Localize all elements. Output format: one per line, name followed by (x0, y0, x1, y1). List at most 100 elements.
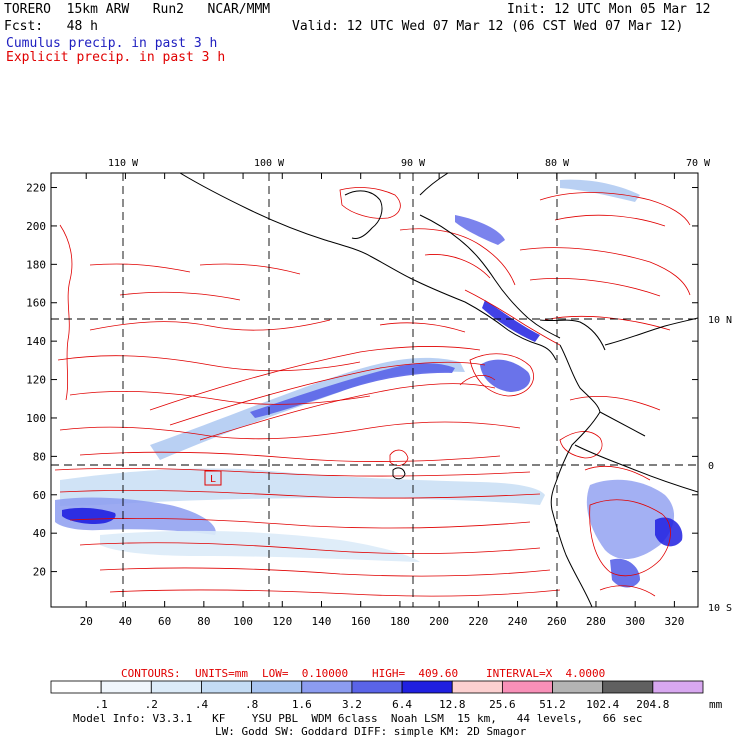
colorbar-swatch (251, 680, 303, 694)
lon-label: 70 W (686, 158, 711, 169)
lat-labels: 10 N 0 10 S (708, 315, 732, 614)
precip-shading (55, 179, 683, 588)
colorbar-swatch (602, 680, 654, 694)
lon-labels: 110 W 100 W 90 W 80 W 70 W (108, 158, 711, 169)
x-tick-label: 220 (468, 615, 488, 628)
header-init: Init: 12 UTC Mon 05 Mar 12 (507, 2, 711, 17)
colorbar-swatch (301, 680, 353, 694)
colorbar-label: 1.6 (291, 698, 312, 711)
colorbar-swatch (401, 680, 453, 694)
colorbar-swatch (100, 680, 152, 694)
colorbar-swatch (150, 680, 202, 694)
contour-info-interval: INTERVAL=X 4.0000 (486, 667, 606, 680)
colorbar-label: 204.8 (636, 698, 670, 711)
x-tick-label: 180 (390, 615, 410, 628)
colorbar-swatch (201, 680, 253, 694)
y-tick-label: 80 (33, 450, 46, 463)
precip-band-lower (60, 468, 545, 506)
lat-label: 0 (708, 461, 714, 472)
colorbar-label: 12.8 (438, 698, 466, 711)
precip-caribbean (560, 179, 640, 202)
precip-blob-east (480, 359, 531, 392)
contour-info-units: UNITS=mm (195, 667, 248, 680)
colorbar (50, 680, 704, 694)
y-tick-label: 100 (26, 412, 46, 425)
colombia-coast (550, 344, 601, 607)
x-tick-label: 320 (664, 615, 684, 628)
x-tick-label: 240 (508, 615, 528, 628)
precip-band-west (55, 497, 216, 535)
precip-amazon-3 (655, 517, 683, 547)
y-tick-label: 60 (33, 489, 46, 502)
colorbar-swatch (451, 680, 503, 694)
x-tick-label: 200 (429, 615, 449, 628)
y-tick-label: 40 (33, 527, 46, 540)
lon-label: 110 W (108, 158, 139, 169)
contour-info-high: HIGH= 409.60 (372, 667, 459, 680)
x-tick-label: 140 (312, 615, 332, 628)
central-america-coast (419, 214, 561, 339)
colorbar-label: .8 (244, 698, 259, 711)
x-tick-label: 120 (272, 615, 292, 628)
precip-amazon-1 (586, 479, 675, 560)
colorbar-swatch (652, 680, 704, 694)
y-tick-label: 140 (26, 335, 46, 348)
mexico-coast (179, 173, 557, 361)
footer-model-info: Model Info: V3.3.1 KF YSU PBL WDM 6class… (73, 712, 643, 725)
x-tick-label: 60 (158, 615, 171, 628)
contour-info-low: LOW= 0.10000 (262, 667, 349, 680)
low-marker-label: L (210, 474, 216, 485)
yucatan-coast (344, 190, 383, 239)
colorbar-label: 6.4 (392, 698, 412, 711)
y-tick-label: 220 (26, 182, 46, 195)
panama-coast (539, 319, 606, 351)
precip-band-upper-core (250, 363, 455, 418)
precip-amazon-2 (610, 558, 640, 588)
lon-label: 90 W (401, 158, 426, 169)
explicit-contours (54, 187, 691, 597)
precip-blob-panama (482, 300, 540, 342)
contour-info-contours: CONTOURS: (121, 667, 181, 680)
low-marker-box (204, 470, 222, 486)
x-tick-label: 100 (233, 615, 253, 628)
colorbar-label: 3.2 (341, 698, 362, 711)
colorbar-swatch (552, 680, 604, 694)
coastlines (179, 173, 698, 607)
galapagos-island (392, 467, 406, 480)
y-tick-label: 160 (26, 297, 46, 310)
y-tick-label: 20 (33, 566, 46, 579)
y-tick-label: 120 (26, 374, 46, 387)
header-forecast: Fcst: 48 h (4, 19, 98, 34)
y-axis-ticks: 220 200 180 160 140 120 100 80 60 40 20 (26, 182, 698, 579)
x-tick-label: 40 (119, 615, 132, 628)
x-tick-label: 20 (80, 615, 93, 628)
lat-lon-grid (51, 173, 698, 607)
colorbar-unit: mm (709, 698, 723, 711)
colorbar-label: .4 (194, 698, 209, 711)
colorbar-swatch (50, 680, 102, 694)
explicit-label: Explicit precip. in past 3 h (6, 50, 226, 65)
lat-label: 10 S (708, 603, 732, 614)
colorbar-swatch (351, 680, 403, 694)
lon-label: 100 W (254, 158, 285, 169)
precip-band-south (100, 530, 420, 562)
x-axis-ticks: 20 40 60 80 100 120 140 160 180 200 220 240 260 280 30… (80, 173, 684, 628)
header-title: TORERO 15km ARW Run2 NCAR/MMM (4, 2, 271, 17)
x-tick-label: 300 (625, 615, 645, 628)
x-tick-label: 260 (547, 615, 567, 628)
cumulus-label: Cumulus precip. in past 3 h (6, 36, 218, 51)
lat-label: 10 N (708, 315, 732, 326)
yucatan-east (419, 173, 449, 196)
lon-label: 80 W (545, 158, 570, 169)
precip-central-am (455, 215, 505, 245)
ecuador-inland (599, 411, 646, 437)
colorbar-label: 51.2 (539, 698, 566, 711)
y-tick-label: 180 (26, 258, 46, 271)
header-valid: Valid: 12 UTC Wed 07 Mar 12 (06 CST Wed … (292, 19, 684, 34)
colorbar-label: .2 (144, 698, 158, 711)
colorbar-swatch (501, 680, 553, 694)
peru-border (574, 444, 698, 493)
colorbar-label: 25.6 (489, 698, 516, 711)
colorbar-label: .1 (94, 698, 108, 711)
